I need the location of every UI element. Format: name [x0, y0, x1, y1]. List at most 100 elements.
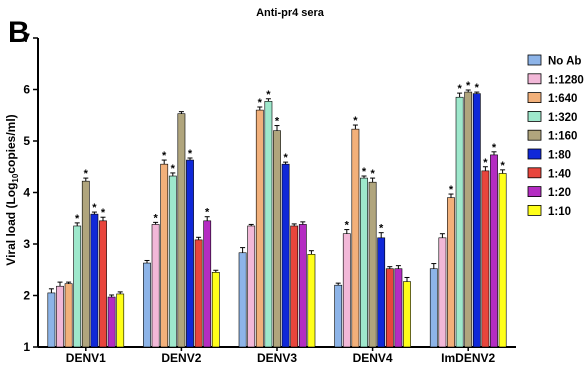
bar — [99, 220, 107, 348]
y-tick-label: 1 — [23, 340, 30, 354]
x-tick-label: DENV3 — [257, 351, 297, 365]
bar — [307, 254, 316, 348]
bar — [56, 285, 64, 348]
significance-star: * — [475, 82, 480, 94]
bar — [168, 175, 177, 348]
bar — [281, 163, 290, 348]
bar — [116, 293, 125, 348]
y-tick-label: 6 — [23, 83, 30, 97]
y-axis-label-tail: copies/ml) — [4, 114, 18, 173]
legend-swatch — [527, 148, 542, 160]
bar — [273, 130, 281, 348]
significance-star: * — [345, 220, 350, 232]
legend-label: 1:80 — [548, 150, 571, 162]
legend-label: 1:40 — [548, 168, 571, 180]
bar — [143, 262, 151, 348]
panel-label: B — [8, 16, 30, 49]
significance-star: * — [370, 168, 375, 180]
significance-star: * — [205, 207, 210, 219]
significance-star: * — [188, 148, 193, 160]
significance-star: * — [362, 166, 367, 178]
legend-label: 1:640 — [548, 93, 577, 105]
significance-star: * — [258, 97, 263, 109]
significance-star: * — [84, 168, 89, 180]
legend-swatch — [527, 111, 542, 122]
bar — [498, 173, 507, 348]
bar — [394, 268, 403, 348]
legend-label: No Ab — [548, 56, 581, 68]
y-tick-label: 7 — [23, 31, 30, 45]
bar — [351, 128, 360, 348]
bar — [81, 180, 90, 348]
bar — [472, 93, 481, 348]
bar — [90, 213, 99, 348]
bar — [247, 225, 256, 348]
y-axis-label-main: Viral load (Log — [4, 183, 18, 266]
significance-star: * — [492, 142, 497, 154]
bar — [455, 96, 464, 348]
bar — [47, 292, 56, 348]
significance-star: * — [275, 116, 280, 128]
bar — [481, 170, 490, 348]
legend-label: 1:20 — [548, 187, 571, 199]
x-tick-label: DENV2 — [161, 351, 201, 365]
bar — [403, 281, 411, 348]
significance-star: * — [101, 207, 106, 219]
significance-star: * — [283, 152, 288, 164]
bars: *** * ************ **** * **** — [47, 80, 507, 348]
legend-swatch — [527, 186, 542, 198]
bar — [438, 237, 447, 348]
bar — [290, 225, 299, 348]
significance-star: * — [92, 202, 97, 214]
legend-swatch — [527, 73, 542, 85]
significance-star: * — [266, 89, 271, 101]
significance-star: * — [379, 223, 384, 235]
bar — [334, 284, 343, 348]
legend-label: 1:320 — [548, 112, 577, 124]
bar — [490, 154, 498, 348]
bar — [360, 177, 368, 348]
bar — [203, 220, 212, 348]
bar — [368, 181, 377, 348]
significance-star: * — [75, 213, 80, 225]
legend-swatch — [527, 54, 542, 66]
significance-star: * — [466, 80, 471, 92]
y-tick-label: 2 — [23, 289, 30, 303]
bar — [255, 109, 264, 348]
significance-star: * — [449, 184, 454, 196]
bar — [429, 268, 438, 348]
legend-label: 1:1280 — [548, 74, 584, 86]
bar — [447, 197, 455, 348]
bar — [377, 237, 386, 348]
bar — [73, 225, 82, 348]
legend: No Ab 1:1280 1:640 1:320 1:160 1:80 1:40 1:20 1:… — [527, 54, 584, 218]
legend-swatch — [527, 92, 542, 103]
bar — [64, 283, 73, 348]
bar — [385, 268, 394, 348]
bar — [211, 272, 220, 348]
bar — [151, 224, 160, 348]
bar — [194, 239, 203, 348]
legend-swatch — [527, 167, 542, 179]
x-tick-label: ImDENV2 — [441, 351, 495, 365]
y-axis-label: Viral load (Log10copies/ml) — [4, 114, 20, 265]
significance-star: * — [483, 157, 488, 169]
chart-title: Anti-pr4 sera — [256, 7, 325, 19]
legend-swatch — [527, 204, 542, 216]
y-tick-label: 4 — [23, 186, 30, 200]
significance-star: * — [457, 83, 462, 95]
bar — [186, 159, 194, 348]
bar — [107, 296, 116, 348]
y-axis-label-subscript: 10 — [11, 173, 20, 182]
significance-star: * — [153, 212, 158, 224]
axes: 1 2 3 4 5 6 7 DENV1 DENV2 DENV3 DENV4 ImDENV2 — [23, 31, 516, 365]
y-tick-label: 5 — [23, 134, 30, 148]
bar — [238, 252, 247, 348]
bar — [342, 233, 351, 348]
significance-star: * — [353, 115, 358, 127]
legend-swatch — [527, 129, 542, 141]
x-tick-label: DENV1 — [66, 351, 106, 365]
bar — [177, 113, 186, 348]
legend-label: 1:160 — [548, 131, 577, 143]
